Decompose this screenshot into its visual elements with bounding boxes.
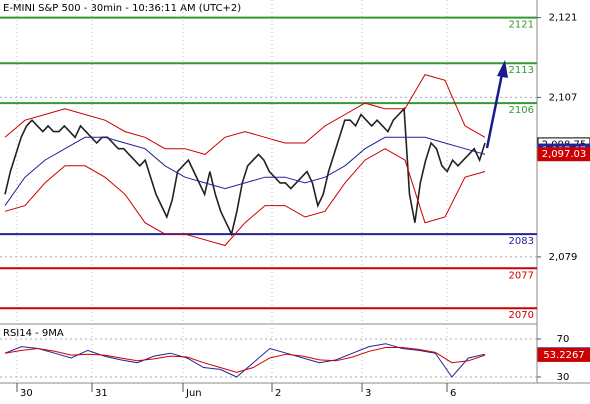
x-tick-label: 6	[450, 388, 456, 399]
price-tag-label: 53.2267	[543, 350, 584, 361]
x-tick-label: 3	[365, 388, 371, 399]
level-label: 2121	[509, 20, 534, 31]
price-tag-label: 2,097.03	[542, 149, 587, 160]
series-line	[4, 74, 486, 155]
x-tick-label: 31	[95, 388, 108, 399]
level-label: 2077	[509, 270, 534, 281]
annotation-arrow	[485, 73, 504, 149]
price-tag	[537, 347, 590, 362]
chart-title: E-MINI S&P 500 - 30min - 10:36:11 AM (UT…	[3, 3, 241, 14]
series-line	[4, 347, 486, 373]
price-tag	[537, 147, 590, 162]
y-tick-label: 70	[557, 334, 570, 345]
level-label: 2083	[509, 236, 534, 247]
rsi-title: RSI14 - 9MA	[3, 328, 64, 339]
level-label: 2070	[509, 310, 534, 321]
x-tick-label: 30	[20, 388, 33, 399]
series-line	[4, 148, 486, 247]
x-tick-label: Jun	[185, 388, 202, 399]
level-label: 2106	[509, 105, 534, 116]
y-tick-label: 30	[557, 372, 570, 383]
level-label: 2113	[509, 65, 534, 76]
series-line	[4, 106, 486, 237]
annotation-arrowhead	[497, 60, 508, 78]
y-tick-label: 2,079	[549, 252, 578, 263]
y-tick-label: 2,121	[549, 13, 578, 24]
series-line	[4, 136, 486, 206]
x-tick-label: 2	[275, 388, 281, 399]
y-tick-label: 2,107	[549, 92, 578, 103]
